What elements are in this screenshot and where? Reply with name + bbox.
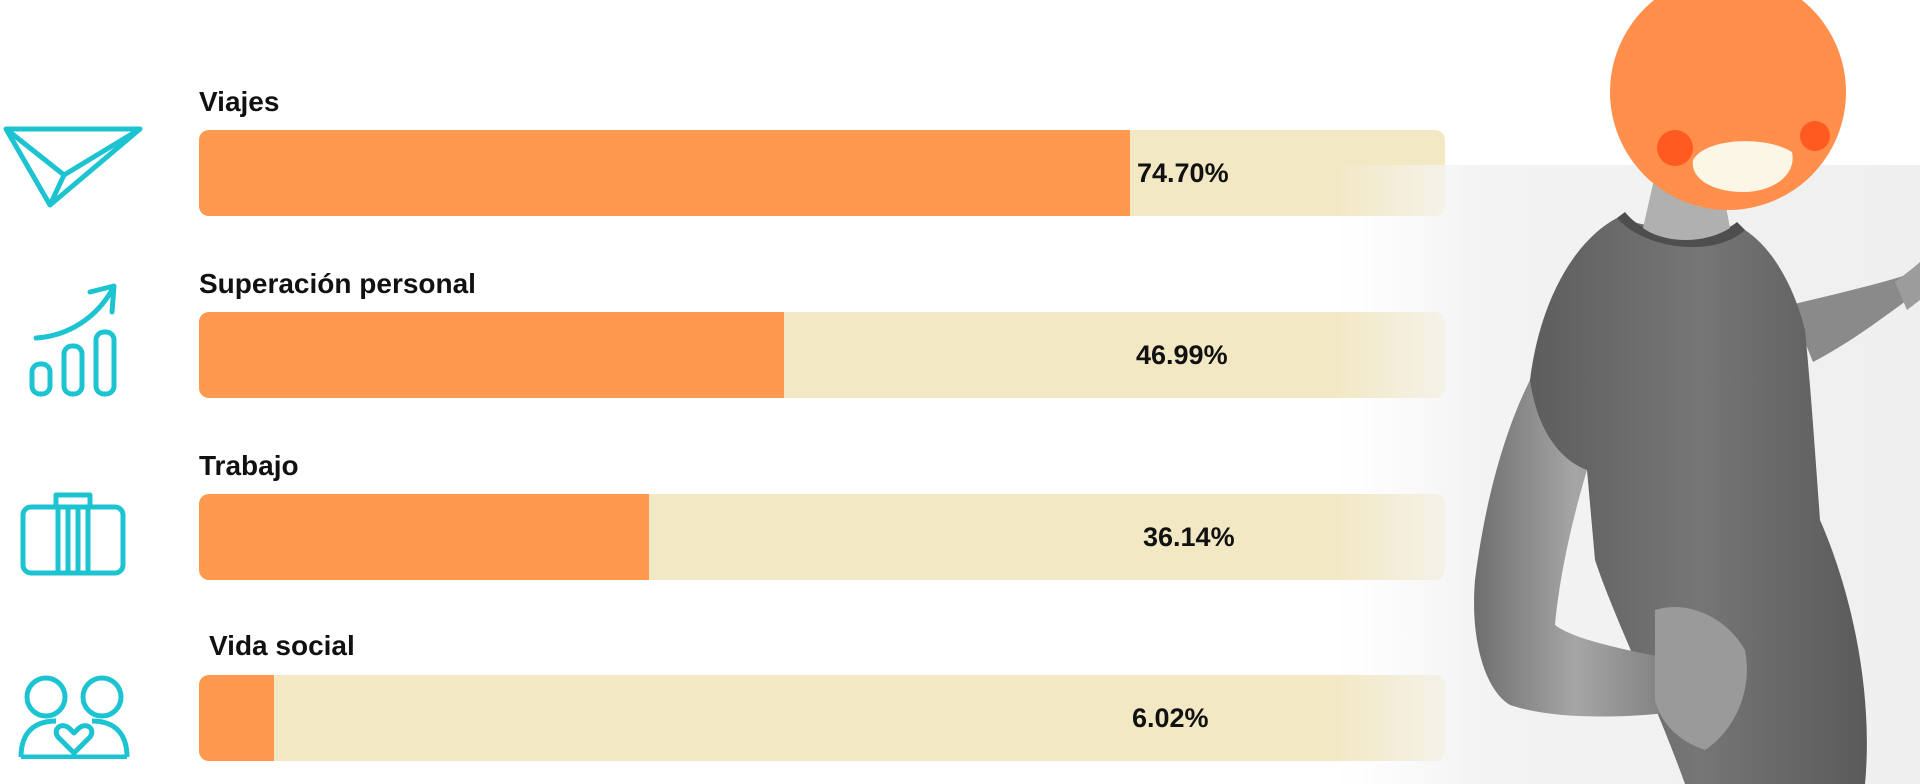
paper-plane-icon: [2, 125, 144, 210]
bar-fill: [199, 312, 785, 398]
bar-track: 36.14%: [199, 494, 1445, 580]
arm: [1474, 380, 1677, 717]
collar: [1617, 212, 1745, 248]
mascot-person-illustration: [1325, 0, 1920, 784]
bar-value-label: 6.02%: [1132, 703, 1209, 733]
bar-value-label: 74.70%: [1137, 158, 1229, 188]
briefcase-icon: [20, 490, 126, 576]
bar-track: 46.99%: [199, 312, 1445, 398]
mascot-smile: [1692, 141, 1793, 192]
bar-label: Viajes: [199, 86, 280, 117]
bar-fill: [199, 494, 650, 580]
mascot-cheek-right: [1800, 121, 1830, 151]
mascot-cheek-left: [1657, 130, 1693, 166]
bar-label: Vida social: [209, 630, 355, 661]
bar-value-label: 36.14%: [1143, 522, 1235, 552]
couple-heart-icon: [18, 675, 130, 759]
bar-track: 6.02%: [199, 675, 1445, 761]
bar-track: 74.70%: [199, 130, 1445, 216]
hand: [1895, 262, 1920, 310]
torso-shirt: [1529, 218, 1867, 784]
raised-arm: [1790, 276, 1913, 362]
bar-label: Superación personal: [199, 268, 476, 299]
bar-fill: [199, 130, 1130, 216]
bar-value-label: 46.99%: [1136, 340, 1228, 370]
hand-on-hip: [1655, 606, 1747, 750]
growth-chart-icon: [28, 282, 122, 397]
bar-fill: [199, 675, 274, 761]
bar-label: Trabajo: [199, 450, 299, 481]
